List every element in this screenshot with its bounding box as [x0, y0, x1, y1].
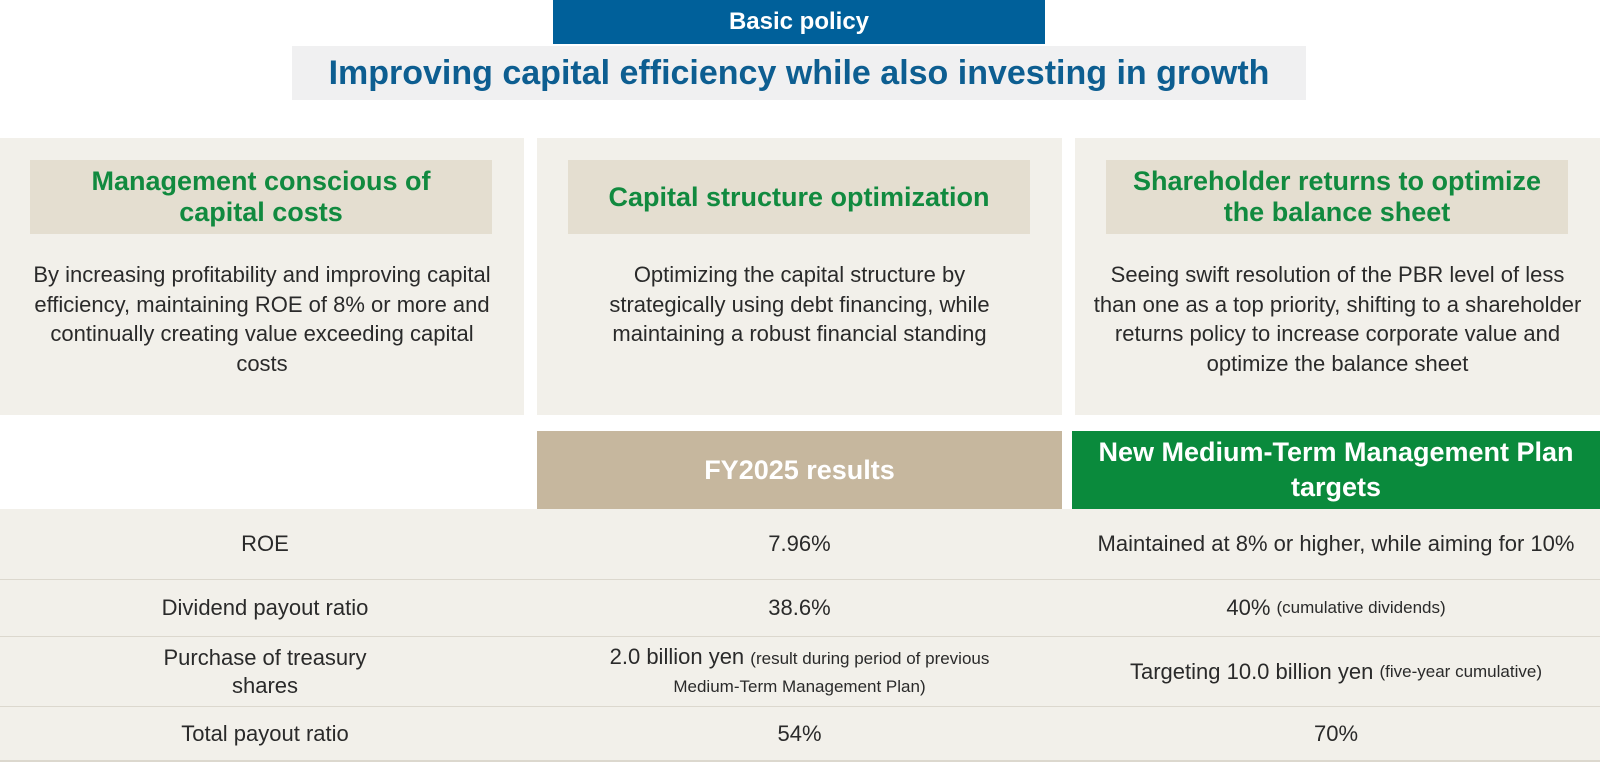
pillar-body: By increasing profitability and improvin… [33, 262, 491, 376]
column-header-targets: New Medium-Term Management Plan targets [1072, 431, 1600, 509]
target-value: 40% [1226, 595, 1271, 620]
pillar-capital-costs: Management conscious of capital costs By… [0, 138, 524, 415]
policy-headline: Improving capital efficiency while also … [292, 46, 1306, 100]
column-header-results: FY2025 results [537, 431, 1062, 509]
result-value: 2.0 billion yen [609, 643, 745, 669]
result-value: 7.96% [768, 531, 831, 556]
result-value: 38.6% [768, 595, 831, 620]
table-row-roe: ROE 7.96% Maintained at 8% or higher, wh… [0, 509, 1600, 579]
target-cell: 40% (cumulative dividends) [1072, 580, 1600, 636]
pillar-body: Optimizing the capital structure by stra… [609, 262, 990, 346]
target-cell: Targeting 10.0 billion yen (five-year cu… [1072, 637, 1600, 706]
target-value: Maintained at 8% or higher, while aiming… [1097, 531, 1575, 556]
pillar-title: Capital structure optimization [568, 160, 1030, 234]
result-note: (result during period of previous Medium… [673, 648, 990, 696]
table-bottom-border [0, 760, 1600, 762]
target-note: (cumulative dividends) [1276, 598, 1446, 617]
row-label: ROE [241, 531, 289, 556]
pillar-shareholder-returns: Shareholder returns to optimize the bala… [1075, 138, 1600, 415]
table-row-treasury-shares: Purchase of treasury shares 2.0 billion … [0, 636, 1600, 706]
row-label: Dividend payout ratio [161, 595, 369, 620]
basic-policy-badge: Basic policy [553, 0, 1045, 44]
target-value: 70% [1313, 720, 1359, 746]
result-value: 54% [777, 720, 822, 746]
pillar-capital-structure: Capital structure optimization Optimizin… [537, 138, 1062, 415]
row-label: Purchase of treasury shares [163, 644, 367, 698]
pillar-body: Seeing swift resolution of the PBR level… [1093, 262, 1582, 376]
table-row-dividend-payout: Dividend payout ratio 38.6% 40% (cumulat… [0, 579, 1600, 636]
target-value: Targeting 10.0 billion yen [1129, 658, 1374, 684]
pillar-title: Shareholder returns to optimize the bala… [1106, 160, 1568, 234]
table-row-total-payout: Total payout ratio 54% 70% [0, 706, 1600, 760]
target-note: (five-year cumulative) [1379, 661, 1543, 681]
pillar-title: Management conscious of capital costs [30, 160, 492, 234]
row-label: Total payout ratio [181, 720, 349, 746]
result-cell: 2.0 billion yen (result during period of… [537, 637, 1062, 706]
